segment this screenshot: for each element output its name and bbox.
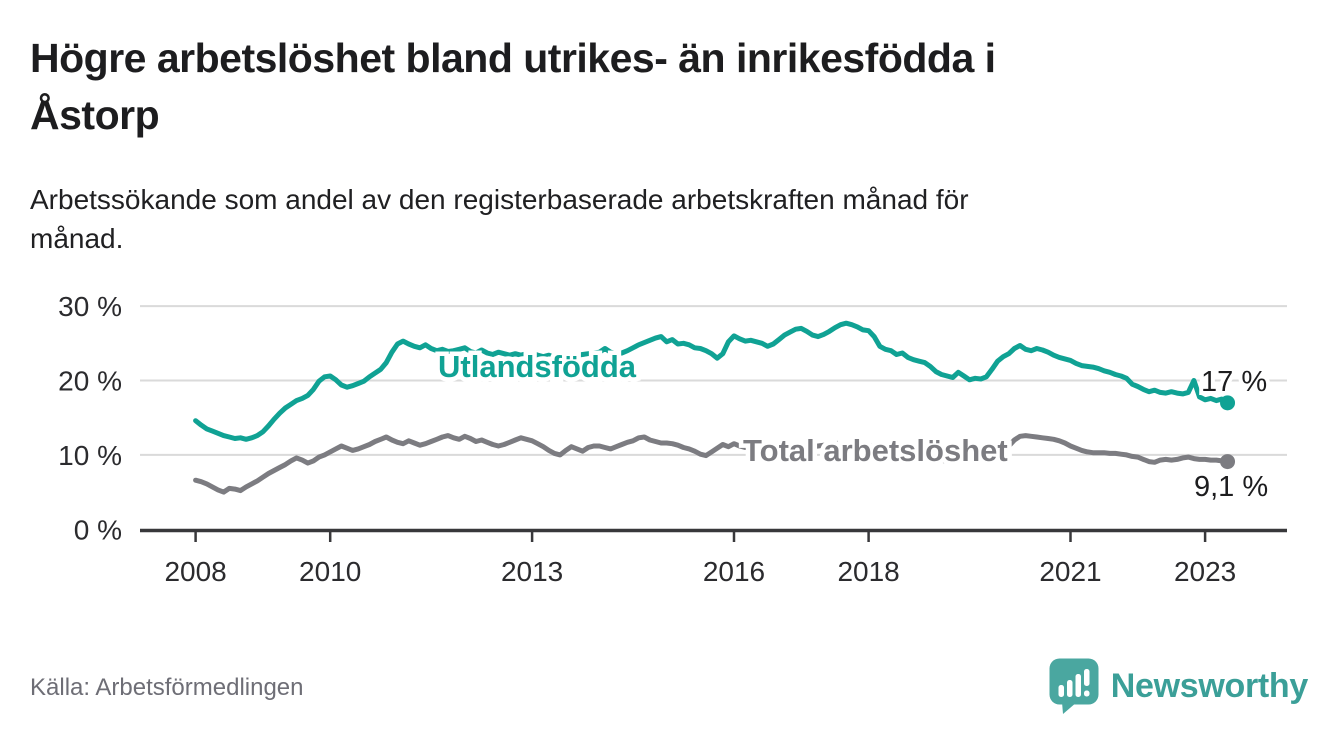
- x-tick-label-2018: 2018: [837, 556, 899, 587]
- chart-subtitle: Arbetssökande som andel av den registerb…: [30, 180, 1270, 258]
- title-line-2: Åstorp: [30, 92, 160, 138]
- y-tick-label-30: 30 %: [58, 291, 122, 322]
- series-line-total-arbetsloshet: [193, 433, 1230, 495]
- series-label-total-arbetsloshet: Total arbetslöshet: [743, 433, 1008, 468]
- y-tick-label-0: 0 %: [74, 514, 122, 545]
- series-line-utlandsfodda: [193, 320, 1230, 442]
- newsworthy-brand: Newsworthy: [1049, 658, 1308, 714]
- speech-bubble-bar-chart-icon: [1049, 658, 1099, 714]
- series-end-dot-total-arbetsloshet: [1220, 454, 1236, 470]
- x-tick-label-2021: 2021: [1039, 556, 1101, 587]
- subtitle-line-1: Arbetssökande som andel av den registerb…: [30, 184, 969, 215]
- page-title: Högre arbetslöshet bland utrikes- än inr…: [30, 30, 1310, 144]
- x-tick-label-2023: 2023: [1174, 556, 1236, 587]
- y-tick-label-20: 20 %: [58, 366, 122, 397]
- end-value-label-utlandsfodda: 17 %: [1201, 366, 1267, 398]
- x-tick-label-2010: 2010: [299, 556, 361, 587]
- brand-name: Newsworthy: [1110, 666, 1309, 705]
- series-label-utlandsfodda: Utlandsfödda: [438, 349, 637, 384]
- y-tick-label-10: 10 %: [58, 440, 122, 471]
- end-value-label-total-arbetsloshet: 9,1 %: [1194, 471, 1268, 503]
- subtitle-line-2: månad.: [30, 223, 124, 254]
- series-end-dot-utlandsfodda: [1220, 395, 1236, 411]
- x-tick-label-2013: 2013: [501, 556, 563, 587]
- x-tick-label-2016: 2016: [703, 556, 765, 587]
- title-line-1: Högre arbetslöshet bland utrikes- än inr…: [30, 35, 996, 81]
- source-note: Källa: Arbetsförmedlingen: [30, 674, 304, 701]
- x-tick-label-2008: 2008: [164, 556, 226, 587]
